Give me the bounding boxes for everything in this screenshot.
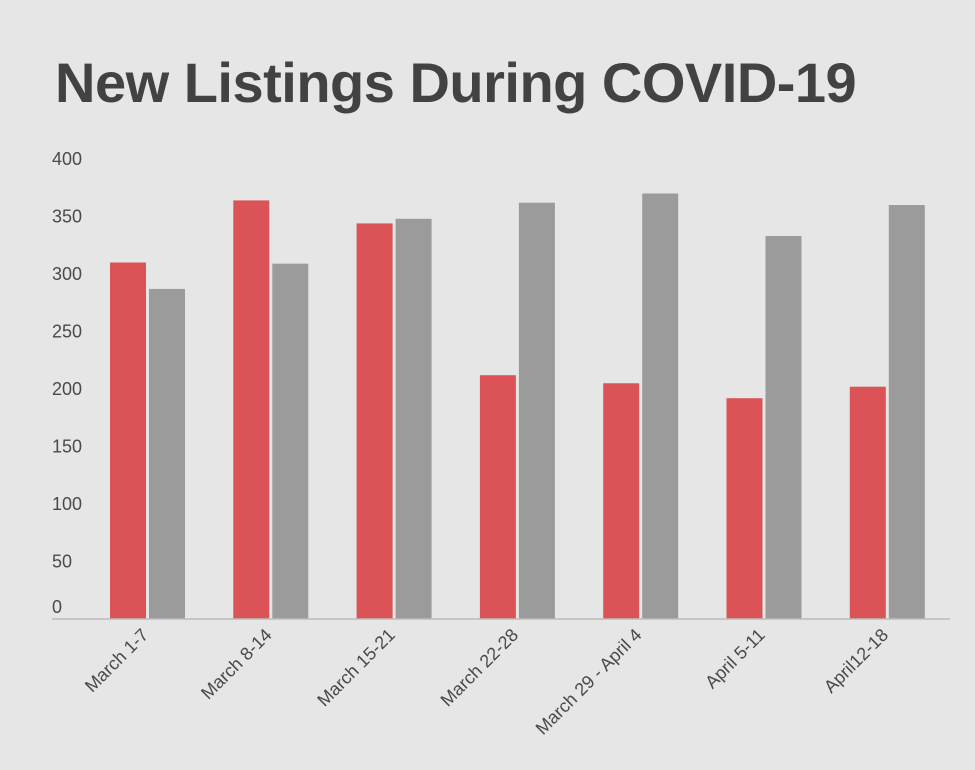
y-tick-label: 250 bbox=[52, 322, 82, 342]
bar-series-1 bbox=[110, 262, 146, 619]
y-tick-label: 200 bbox=[52, 379, 82, 399]
x-tick-label: March 8-14 bbox=[197, 625, 276, 704]
bar-series-1 bbox=[603, 383, 640, 619]
y-tick-label: 50 bbox=[52, 552, 72, 572]
x-axis: March 1-7 March 8-14 March 15-21 March 22-2… bbox=[81, 625, 892, 739]
bar-series-2 bbox=[272, 263, 309, 619]
y-axis: 0 50 100 150 200 250 300 350 400 bbox=[52, 149, 82, 617]
x-tick-label: March 22-28 bbox=[437, 625, 523, 711]
y-tick-label: 350 bbox=[52, 207, 82, 227]
y-tick-label: 400 bbox=[52, 149, 82, 169]
y-tick-label: 150 bbox=[52, 437, 82, 457]
x-tick-label: March 29 - April 4 bbox=[532, 625, 646, 739]
y-tick-label: 100 bbox=[52, 494, 82, 514]
bar-series-2 bbox=[518, 202, 555, 619]
bar-series-2 bbox=[149, 288, 185, 619]
chart-title: New Listings During COVID-19 bbox=[55, 51, 857, 114]
bar-series-2 bbox=[765, 236, 802, 620]
x-tick-label: March 1-7 bbox=[81, 625, 152, 696]
bar-series-2 bbox=[642, 193, 679, 619]
bar-series-1 bbox=[849, 386, 886, 619]
bar-series-1 bbox=[356, 223, 393, 619]
bar-series-2 bbox=[888, 205, 925, 619]
y-tick-label: 300 bbox=[52, 264, 82, 284]
bar-series-1 bbox=[726, 398, 763, 619]
bars bbox=[110, 193, 925, 620]
bar-series-1 bbox=[479, 375, 516, 619]
x-tick-label: April12-18 bbox=[820, 625, 892, 697]
y-tick-label: 0 bbox=[52, 597, 62, 617]
bar-series-1 bbox=[233, 200, 270, 619]
bar-series-2 bbox=[395, 218, 432, 620]
x-tick-label: April 5-11 bbox=[701, 625, 769, 693]
x-tick-label: March 15-21 bbox=[313, 625, 399, 711]
